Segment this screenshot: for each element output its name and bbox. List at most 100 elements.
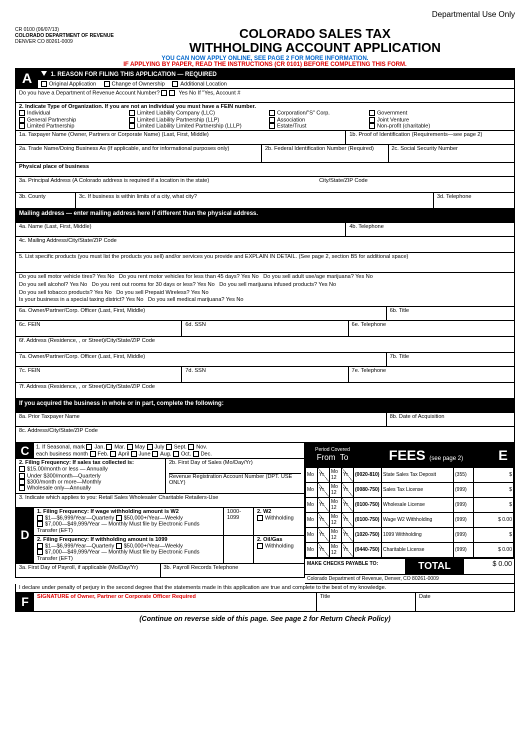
field-2a[interactable]: 2a. Trade Name/Doing Business As (If app…: [16, 145, 262, 162]
field-7d[interactable]: 7d. SSN: [182, 367, 348, 382]
c-right: 2b. First Day of Sales (Mo/Day/Yr) Reven…: [166, 459, 304, 493]
checkbox[interactable]: [131, 451, 137, 457]
field-7f[interactable]: 7f. Address (Residence, , or Street)/Cit…: [16, 383, 514, 398]
checkbox[interactable]: [116, 515, 122, 521]
checkbox[interactable]: [37, 515, 43, 521]
org-row3: Limited Partnership Limited Liability Li…: [19, 123, 511, 129]
checkbox[interactable]: [147, 444, 153, 450]
field-2b-sales[interactable]: 2b. First Day of Sales (Mo/Day/Yr): [169, 460, 301, 474]
field-3a[interactable]: 3a. Principal Address (A Colorado addres…: [16, 177, 514, 192]
checkbox[interactable]: [269, 123, 275, 129]
field-3a-payroll[interactable]: 3a. First Day of Payroll, if applicable …: [16, 564, 161, 577]
c-freq: 2. Filing Frequency: If sales tax collec…: [16, 459, 166, 493]
checkbox[interactable]: [127, 444, 133, 450]
checkbox[interactable]: [37, 521, 43, 527]
letter-d: D: [16, 508, 34, 563]
field-3c[interactable]: 3c. If business is within limits of a ci…: [76, 193, 434, 208]
field-4b[interactable]: 4b. Telephone: [346, 223, 514, 236]
fee-row: MoYrMo12Yr(0020-810)State Sales Tax Depo…: [306, 468, 514, 483]
checkbox[interactable]: [369, 123, 375, 129]
checkbox[interactable]: [19, 473, 25, 479]
phys-header: Physical place of business: [16, 163, 514, 176]
field-2b[interactable]: 2b. Federal Identification Number (Requi…: [262, 145, 389, 162]
checkbox[interactable]: [269, 110, 275, 116]
agency-addr: DENVER CO 80261-0009: [15, 39, 115, 45]
section-a: A 1. REASON FOR FILING THIS APPLICATION …: [15, 68, 515, 444]
field-6a[interactable]: 6a. Owner/Partner/Corp. Officer (Last, F…: [16, 307, 387, 320]
checkbox[interactable]: [152, 451, 158, 457]
checkbox[interactable]: [19, 117, 25, 123]
checkbox[interactable]: [37, 549, 43, 555]
checkbox[interactable]: [116, 543, 122, 549]
field-5[interactable]: 5. List specific products (you must list…: [16, 253, 514, 272]
field-4c[interactable]: 4c. Mailing Address/City/State/ZIP Code: [16, 237, 514, 252]
field-8b[interactable]: 8b. Date of Acquisition: [387, 413, 514, 426]
checkbox[interactable]: [369, 110, 375, 116]
dept-use-label: Departmental Use Only: [15, 10, 515, 19]
field-1b[interactable]: 1b. Proof of Identification (Requirement…: [346, 131, 514, 144]
checkbox[interactable]: [37, 543, 43, 549]
c-r3: 3. Indicate which applies to you: Retail…: [16, 494, 304, 507]
field-7c[interactable]: 7c. FEIN: [16, 367, 182, 382]
checkbox[interactable]: [19, 485, 25, 491]
checkbox[interactable]: [19, 479, 25, 485]
date-field[interactable]: Date: [416, 593, 514, 611]
c-r1b: each business month Feb. April June Aug.…: [36, 451, 302, 457]
field-1a[interactable]: 1a. Taxpayer Name (Owner, Partners or Co…: [16, 131, 346, 144]
triangle-icon: [41, 71, 47, 76]
footer: (Continue on reverse side of this page. …: [15, 616, 515, 623]
a-opts1: Original Application Change of Ownership…: [38, 80, 514, 88]
checkbox[interactable]: [369, 117, 375, 123]
field-2c[interactable]: 2c. Social Security Number: [389, 145, 515, 162]
checkbox[interactable]: [172, 81, 178, 87]
total-label: TOTAL: [405, 559, 464, 574]
checkbox[interactable]: [193, 451, 199, 457]
field-6e[interactable]: 6e. Telephone: [349, 321, 514, 336]
total-val: $ 0.00: [464, 559, 514, 574]
checkbox[interactable]: [173, 451, 179, 457]
field-4a[interactable]: 4a. Name (Last, First, Middle): [16, 223, 346, 236]
checkbox[interactable]: [257, 543, 263, 549]
checkbox[interactable]: [86, 444, 92, 450]
checkbox[interactable]: [110, 451, 116, 457]
title2: WITHHOLDING ACCOUNT APPLICATION: [115, 41, 515, 55]
checkbox[interactable]: [41, 81, 47, 87]
checkbox[interactable]: [129, 123, 135, 129]
field-6f[interactable]: 6f. Address (Residence, , or Street)/Cit…: [16, 337, 514, 352]
perjury: I declare under penalty of perjury in th…: [16, 584, 514, 592]
d-og: 2. Oil/Gas Withholding: [254, 536, 304, 563]
signature-field[interactable]: SIGNATURE of Owner, Partner or Corporate…: [34, 593, 317, 611]
fees-title: FEES (see page 2): [360, 443, 492, 467]
field-7b[interactable]: 7b. Title: [387, 353, 514, 366]
title1: COLORADO SALES TAX: [115, 27, 515, 41]
field-3b-payroll[interactable]: 3b. Payroll Records Telephone: [161, 564, 305, 577]
title: COLORADO SALES TAX WITHHOLDING ACCOUNT A…: [115, 27, 515, 56]
field-7e[interactable]: 7e. Telephone: [349, 367, 514, 382]
title-field[interactable]: Title: [317, 593, 416, 611]
checkbox[interactable]: [269, 117, 275, 123]
a-h1: 1. REASON FOR FILING THIS APPLICATION — …: [38, 69, 514, 80]
field-8a[interactable]: 8a. Prior Taxpayer Name: [16, 413, 387, 426]
checkbox[interactable]: [19, 110, 25, 116]
field-6b[interactable]: 6b. Title: [387, 307, 514, 320]
field-3b[interactable]: 3b. County: [16, 193, 76, 208]
section-c: C 1. If Seasonal, mark Jan. Mar. May Jul…: [15, 443, 305, 508]
field-6c[interactable]: 6c. FEIN: [16, 321, 182, 336]
checkbox[interactable]: [19, 123, 25, 129]
fee-table: MoYrMo12Yr(0020-810)State Sales Tax Depo…: [305, 467, 514, 558]
checkbox[interactable]: [106, 444, 112, 450]
checkbox[interactable]: [104, 81, 110, 87]
field-8c[interactable]: 8c. Address/City/State/ZIP Code: [16, 427, 514, 442]
checkbox[interactable]: [257, 515, 263, 521]
checkbox[interactable]: [161, 90, 167, 96]
checkbox[interactable]: [129, 110, 135, 116]
checkbox[interactable]: [19, 466, 25, 472]
checkbox[interactable]: [166, 444, 172, 450]
checkbox[interactable]: [169, 90, 175, 96]
checkbox[interactable]: [188, 444, 194, 450]
checkbox[interactable]: [90, 451, 96, 457]
field-3d[interactable]: 3d. Telephone: [434, 193, 514, 208]
field-7a[interactable]: 7a. Owner/Partner/Corp. Officer (Last, F…: [16, 353, 387, 366]
checkbox[interactable]: [129, 117, 135, 123]
field-6d[interactable]: 6d. SSN: [182, 321, 348, 336]
